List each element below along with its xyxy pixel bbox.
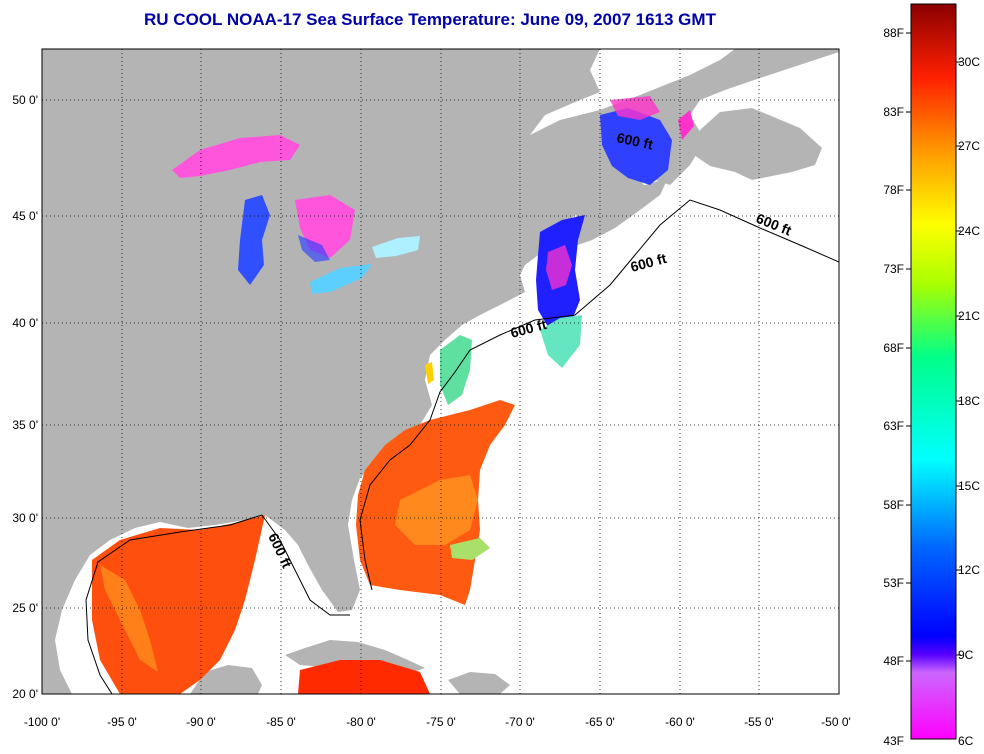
y-tick-label: 35 0' (12, 418, 38, 432)
x-tick-label: -75 0' (426, 715, 456, 729)
lake-erie (310, 264, 372, 294)
grid-lines (42, 49, 839, 694)
y-tick-label: 30 0' (12, 511, 38, 525)
land-newfoundland (694, 108, 822, 180)
colorbar-f-label: 58F (883, 498, 904, 512)
y-axis: 50 0' 45 0' 40 0' 35 0' 30 0' 25 0' 20 0… (12, 93, 38, 701)
colorbar-c-label: 24C (958, 224, 980, 238)
colorbar-c-label: 21C (958, 309, 980, 323)
colorbar-c-label: 9C (958, 648, 974, 662)
colorbar-f-label: 68F (883, 341, 904, 355)
sst-gulf-of-maine-cold (546, 245, 572, 290)
colorbar-c-label: 15C (958, 479, 980, 493)
sst-gulf-st-lawrence (600, 108, 672, 185)
y-tick-label: 50 0' (12, 93, 38, 107)
sst-gulf-stream-warm (395, 475, 478, 545)
land-yucatan (190, 665, 262, 694)
land-north-america (42, 49, 839, 694)
sst-gulf-warm-band (100, 565, 158, 672)
y-tick-label: 20 0' (12, 687, 38, 701)
sst-st-lawrence-cold (610, 96, 660, 120)
x-tick-label: -55 0' (744, 715, 774, 729)
y-tick-label: 40 0' (12, 316, 38, 330)
colorbar-f-label: 88F (883, 26, 904, 40)
colorbar-f-label: 83F (883, 105, 904, 119)
x-tick-label: -70 0' (505, 715, 535, 729)
lake-superior (172, 135, 300, 178)
sst-chesapeake (425, 362, 434, 384)
colorbar-c-label: 12C (958, 563, 980, 577)
x-tick-label: -50 0' (821, 715, 851, 729)
map-title: RU COOL NOAA-17 Sea Surface Temperature:… (144, 10, 716, 29)
colorbar-f-label: 53F (883, 576, 904, 590)
isobath-contour (359, 199, 839, 591)
y-tick-label: 25 0' (12, 601, 38, 615)
colorbar-c-label: 30C (958, 55, 980, 69)
x-tick-label: -85 0' (266, 715, 296, 729)
x-tick-label: -90 0' (186, 715, 216, 729)
x-axis: -100 0' -95 0' -90 0' -85 0' -80 0' -75 … (24, 715, 851, 729)
sst-caribbean (298, 660, 430, 694)
sst-st-lawrence-cold-east (678, 110, 694, 140)
x-tick-label: -80 0' (346, 715, 376, 729)
colorbar-f-label: 43F (883, 734, 904, 748)
lake-ontario (372, 236, 420, 258)
land-nova-scotia (560, 178, 668, 246)
colorbar-c-label: 18C (958, 394, 980, 408)
colorbar-f-label: 48F (883, 654, 904, 668)
lake-michigan (238, 195, 270, 285)
x-tick-label: -60 0' (665, 715, 695, 729)
sst-georges-bank (540, 315, 582, 368)
plot-frame (41, 48, 840, 695)
lake-huron-blue (298, 235, 330, 262)
y-tick-label: 45 0' (12, 209, 38, 223)
colorbar-c-label: 27C (958, 139, 980, 153)
x-tick-label: -95 0' (107, 715, 137, 729)
colorbar-c-label: 6C (958, 734, 974, 748)
colorbar: 88F 83F 78F 73F 68F 63F 58F 53F 48F 43F … (883, 3, 980, 748)
sst-sargasso-green (450, 538, 490, 560)
land-hispaniola (448, 672, 510, 694)
isobath-contour-gulf (85, 514, 350, 694)
colorbar-f-label: 63F (883, 419, 904, 433)
isobath-label: 600 ft (615, 129, 654, 152)
colorbar-f-label: 73F (883, 262, 904, 276)
x-tick-label: -100 0' (24, 715, 60, 729)
x-tick-label: -65 0' (585, 715, 615, 729)
colorbar-f-label: 78F (883, 183, 904, 197)
colorbar-gradient (910, 3, 957, 740)
